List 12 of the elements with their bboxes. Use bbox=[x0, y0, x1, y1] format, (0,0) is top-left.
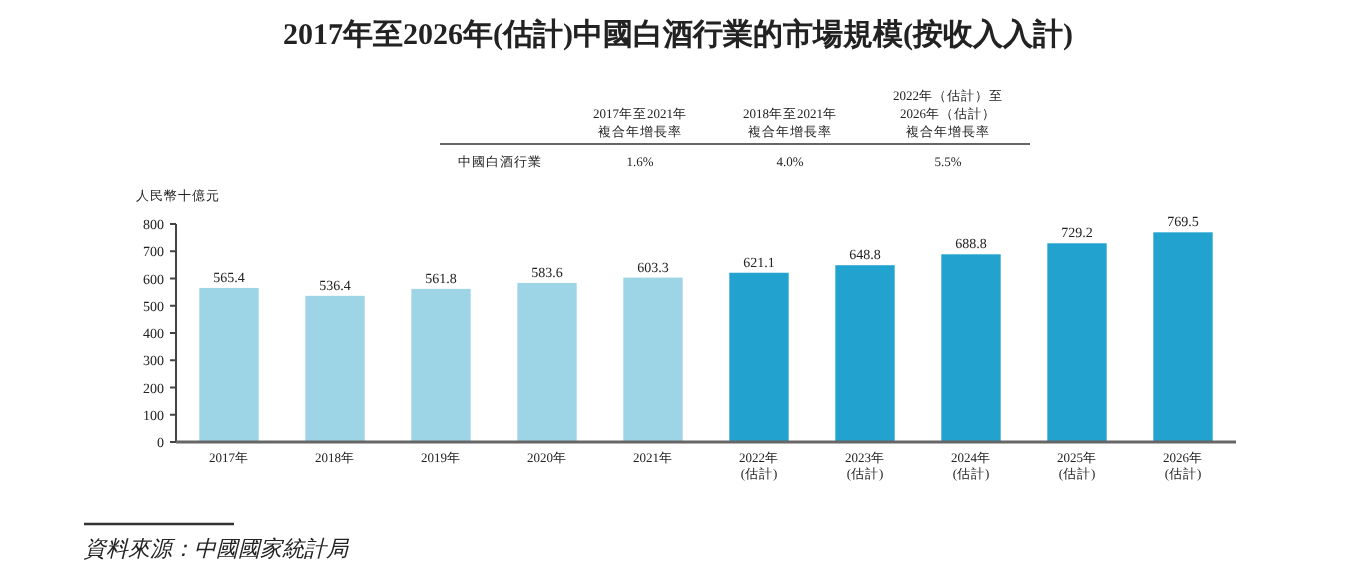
bar bbox=[199, 287, 259, 442]
source-note: 資料來源：中國國家統計局 bbox=[84, 536, 350, 562]
bar bbox=[517, 282, 577, 442]
bar bbox=[941, 254, 1001, 442]
bar bbox=[305, 295, 365, 442]
bar bbox=[623, 277, 683, 442]
chart-title: 2017年至2026年(估計)中國白酒行業的市場規模(按收入入計) bbox=[283, 16, 1073, 52]
bar bbox=[411, 288, 471, 442]
bar bbox=[1153, 232, 1213, 442]
bar bbox=[1047, 243, 1107, 442]
bar bbox=[835, 265, 895, 442]
bar bbox=[729, 272, 789, 442]
